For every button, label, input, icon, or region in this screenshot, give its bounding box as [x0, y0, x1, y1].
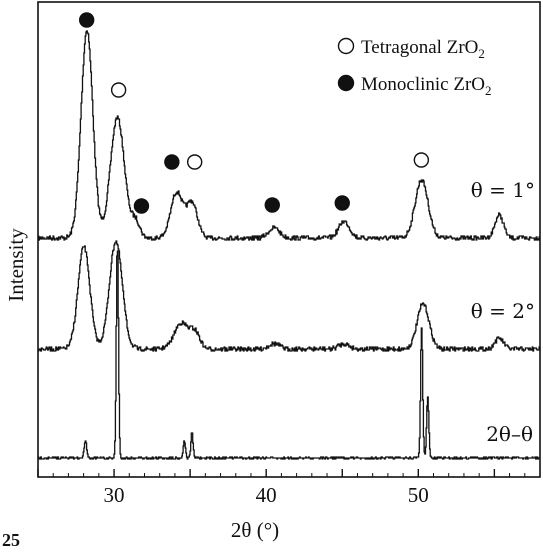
series-line: [38, 250, 540, 460]
monoclinic-marker: [133, 198, 150, 214]
x-axis-title: 2θ (°): [231, 518, 279, 542]
legend-open-circle: [337, 37, 355, 55]
tetragonal-marker: [413, 152, 430, 168]
series-line: [38, 30, 541, 241]
legend-entry: Tetragonal ZrO2: [361, 37, 485, 61]
series-line: [38, 240, 540, 352]
tetragonal-marker: [110, 82, 127, 98]
legend-entry: Monoclinic ZrO2: [361, 74, 492, 98]
x-tick-label: 40: [256, 483, 277, 507]
series-label: θ = 1°: [471, 178, 535, 202]
monoclinic-marker: [264, 197, 280, 213]
legend-filled-circle: [337, 74, 355, 92]
series-label: θ = 2°: [471, 299, 535, 323]
series-label: 2θ–θ: [486, 422, 533, 446]
x-tick-label: 50: [408, 483, 429, 507]
y-axis-title: Intensity: [4, 228, 28, 302]
monoclinic-marker: [78, 12, 95, 28]
monoclinic-marker: [164, 154, 180, 170]
x-axis-ticks: 30 40 50: [37, 469, 541, 507]
phase-markers: [78, 12, 430, 214]
series-labels: θ = 1° θ = 2° 2θ–θ: [471, 178, 535, 446]
legend: Tetragonal ZrO2 Monoclinic ZrO2: [337, 37, 492, 98]
monoclinic-marker: [334, 195, 350, 211]
figure-label: 25: [2, 530, 20, 550]
series-lines: [38, 30, 541, 460]
x-tick-label: 30: [104, 483, 125, 507]
tetragonal-marker: [186, 154, 203, 170]
